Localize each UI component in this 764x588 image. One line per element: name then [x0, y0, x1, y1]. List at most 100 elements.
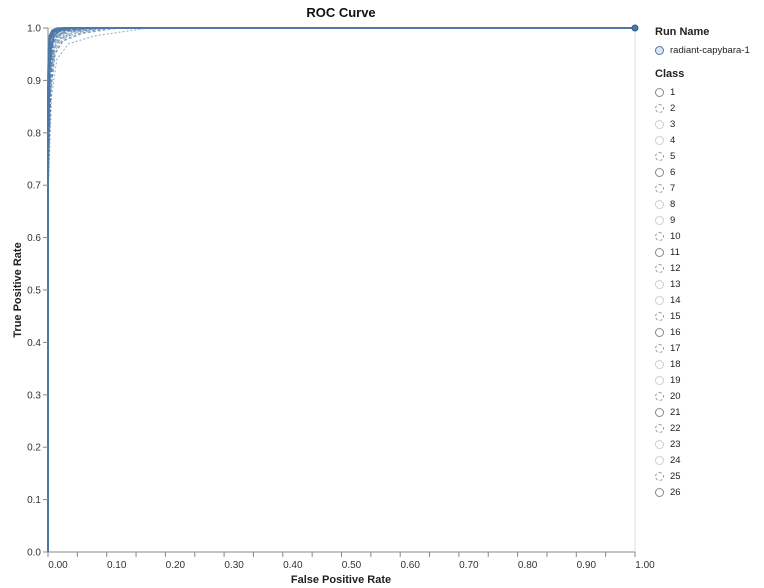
- legend-label: 25: [670, 470, 681, 482]
- y-tick-label: 0.0: [27, 548, 41, 559]
- legend-item-class[interactable]: 16: [655, 324, 763, 340]
- x-tick-label: 0.60: [400, 560, 420, 571]
- x-tick-label: 0.50: [342, 560, 362, 571]
- y-tick-label: 0.4: [27, 338, 41, 349]
- legend-item-class[interactable]: 11: [655, 244, 763, 260]
- legend-item-class[interactable]: 23: [655, 436, 763, 452]
- legend-item-class[interactable]: 12: [655, 260, 763, 276]
- x-tick-label: 0.10: [107, 560, 127, 571]
- roc-series-25: [47, 27, 635, 552]
- legend-label: 15: [670, 310, 681, 322]
- legend-label: 20: [670, 390, 681, 402]
- legend-label: 17: [670, 342, 681, 354]
- roc-series-11: [47, 27, 635, 552]
- legend-label: 22: [670, 422, 681, 434]
- legend-swatch: [655, 375, 664, 385]
- roc-series-19: [47, 27, 635, 552]
- roc-series-15: [47, 27, 635, 552]
- legend-label: 26: [670, 486, 681, 498]
- x-axis-title: False Positive Rate: [291, 574, 391, 586]
- y-tick-label: 0.2: [27, 443, 41, 454]
- legend-item-class[interactable]: 21: [655, 404, 763, 420]
- legend-item-class[interactable]: 5: [655, 148, 763, 164]
- legend-label: 23: [670, 438, 681, 450]
- plot-frame: [47, 27, 636, 553]
- legend-item-class[interactable]: 10: [655, 228, 763, 244]
- legend-item-class[interactable]: 22: [655, 420, 763, 436]
- y-tick-label: 1.0: [27, 24, 41, 35]
- series-endpoint-marker: [631, 24, 639, 32]
- legend-swatch: [655, 391, 664, 401]
- y-tick-label: 0.1: [27, 495, 41, 506]
- legend-item-class[interactable]: 18: [655, 356, 763, 372]
- roc-series-12: [47, 27, 635, 552]
- legend-item-class[interactable]: 15: [655, 308, 763, 324]
- legend-swatch: [655, 87, 664, 97]
- legend-label: 24: [670, 454, 681, 466]
- legend-label: 18: [670, 358, 681, 370]
- legend-item-class[interactable]: 24: [655, 452, 763, 468]
- roc-series-6: [47, 27, 635, 552]
- legend-swatch: [655, 183, 664, 193]
- legend-label: 14: [670, 294, 681, 306]
- roc-series-24: [47, 27, 635, 552]
- roc-series-16: [47, 27, 635, 552]
- legend-swatch: [655, 487, 664, 497]
- legend-item-class[interactable]: 25: [655, 468, 763, 484]
- legend-label: 6: [670, 166, 676, 178]
- legend-swatch: [655, 471, 664, 481]
- legend-swatch: [655, 199, 664, 209]
- legend-swatch: [655, 279, 664, 289]
- legend-label: 9: [670, 214, 676, 226]
- legend-swatch: [655, 343, 664, 353]
- legend-item-class[interactable]: 8: [655, 196, 763, 212]
- roc-series-20: [47, 27, 635, 552]
- legend-item-class[interactable]: 19: [655, 372, 763, 388]
- legend-item-class[interactable]: 4: [655, 132, 763, 148]
- legend-item-class[interactable]: 6: [655, 164, 763, 180]
- legend-swatch: [655, 311, 664, 321]
- x-tick-label: 0.90: [577, 560, 597, 571]
- legend-swatch: [655, 455, 664, 465]
- legend-label: 1: [670, 86, 676, 98]
- legend-item-class[interactable]: 26: [655, 484, 763, 500]
- legend-item-class[interactable]: 13: [655, 276, 763, 292]
- x-tick-label: 0.00: [48, 560, 68, 571]
- chart-title: ROC Curve: [306, 5, 375, 20]
- series-layer: [47, 24, 639, 552]
- legend-item-run[interactable]: radiant-capybara-1: [655, 42, 763, 58]
- legend-label: radiant-capybara-1: [670, 44, 750, 56]
- legend-item-class[interactable]: 2: [655, 100, 763, 116]
- roc-series-18: [47, 27, 635, 552]
- y-tick-label: 0.7: [27, 181, 41, 192]
- legend-label: 10: [670, 230, 681, 242]
- y-tick-label: 0.5: [27, 286, 41, 297]
- roc-series-5: [47, 27, 635, 552]
- x-tick-label: 0.80: [518, 560, 538, 571]
- legend-label: 21: [670, 406, 681, 418]
- legend-swatch: [655, 231, 664, 241]
- legend-label: 8: [670, 198, 676, 210]
- legend-item-class[interactable]: 7: [655, 180, 763, 196]
- legend-swatch: [655, 263, 664, 273]
- y-tick-label: 0.6: [27, 233, 41, 244]
- roc-series-1: [47, 27, 635, 552]
- legend-item-class[interactable]: 20: [655, 388, 763, 404]
- legend-item-class[interactable]: 3: [655, 116, 763, 132]
- legend-item-class[interactable]: 17: [655, 340, 763, 356]
- legend-label: 7: [670, 182, 676, 194]
- legend-swatch: [655, 407, 664, 417]
- legend-item-class[interactable]: 14: [655, 292, 763, 308]
- legend-item-class[interactable]: 9: [655, 212, 763, 228]
- y-axis-title: True Positive Rate: [12, 242, 24, 337]
- legend-swatch: [655, 423, 664, 433]
- legend-item-class[interactable]: 1: [655, 84, 763, 100]
- legend-label: 2: [670, 102, 676, 114]
- y-tick-label: 0.8: [27, 128, 41, 139]
- legend-swatch: [655, 45, 664, 55]
- x-tick-label: 0.20: [166, 560, 186, 571]
- legend-run-title: Run Name: [655, 26, 710, 38]
- legend-swatch: [655, 359, 664, 369]
